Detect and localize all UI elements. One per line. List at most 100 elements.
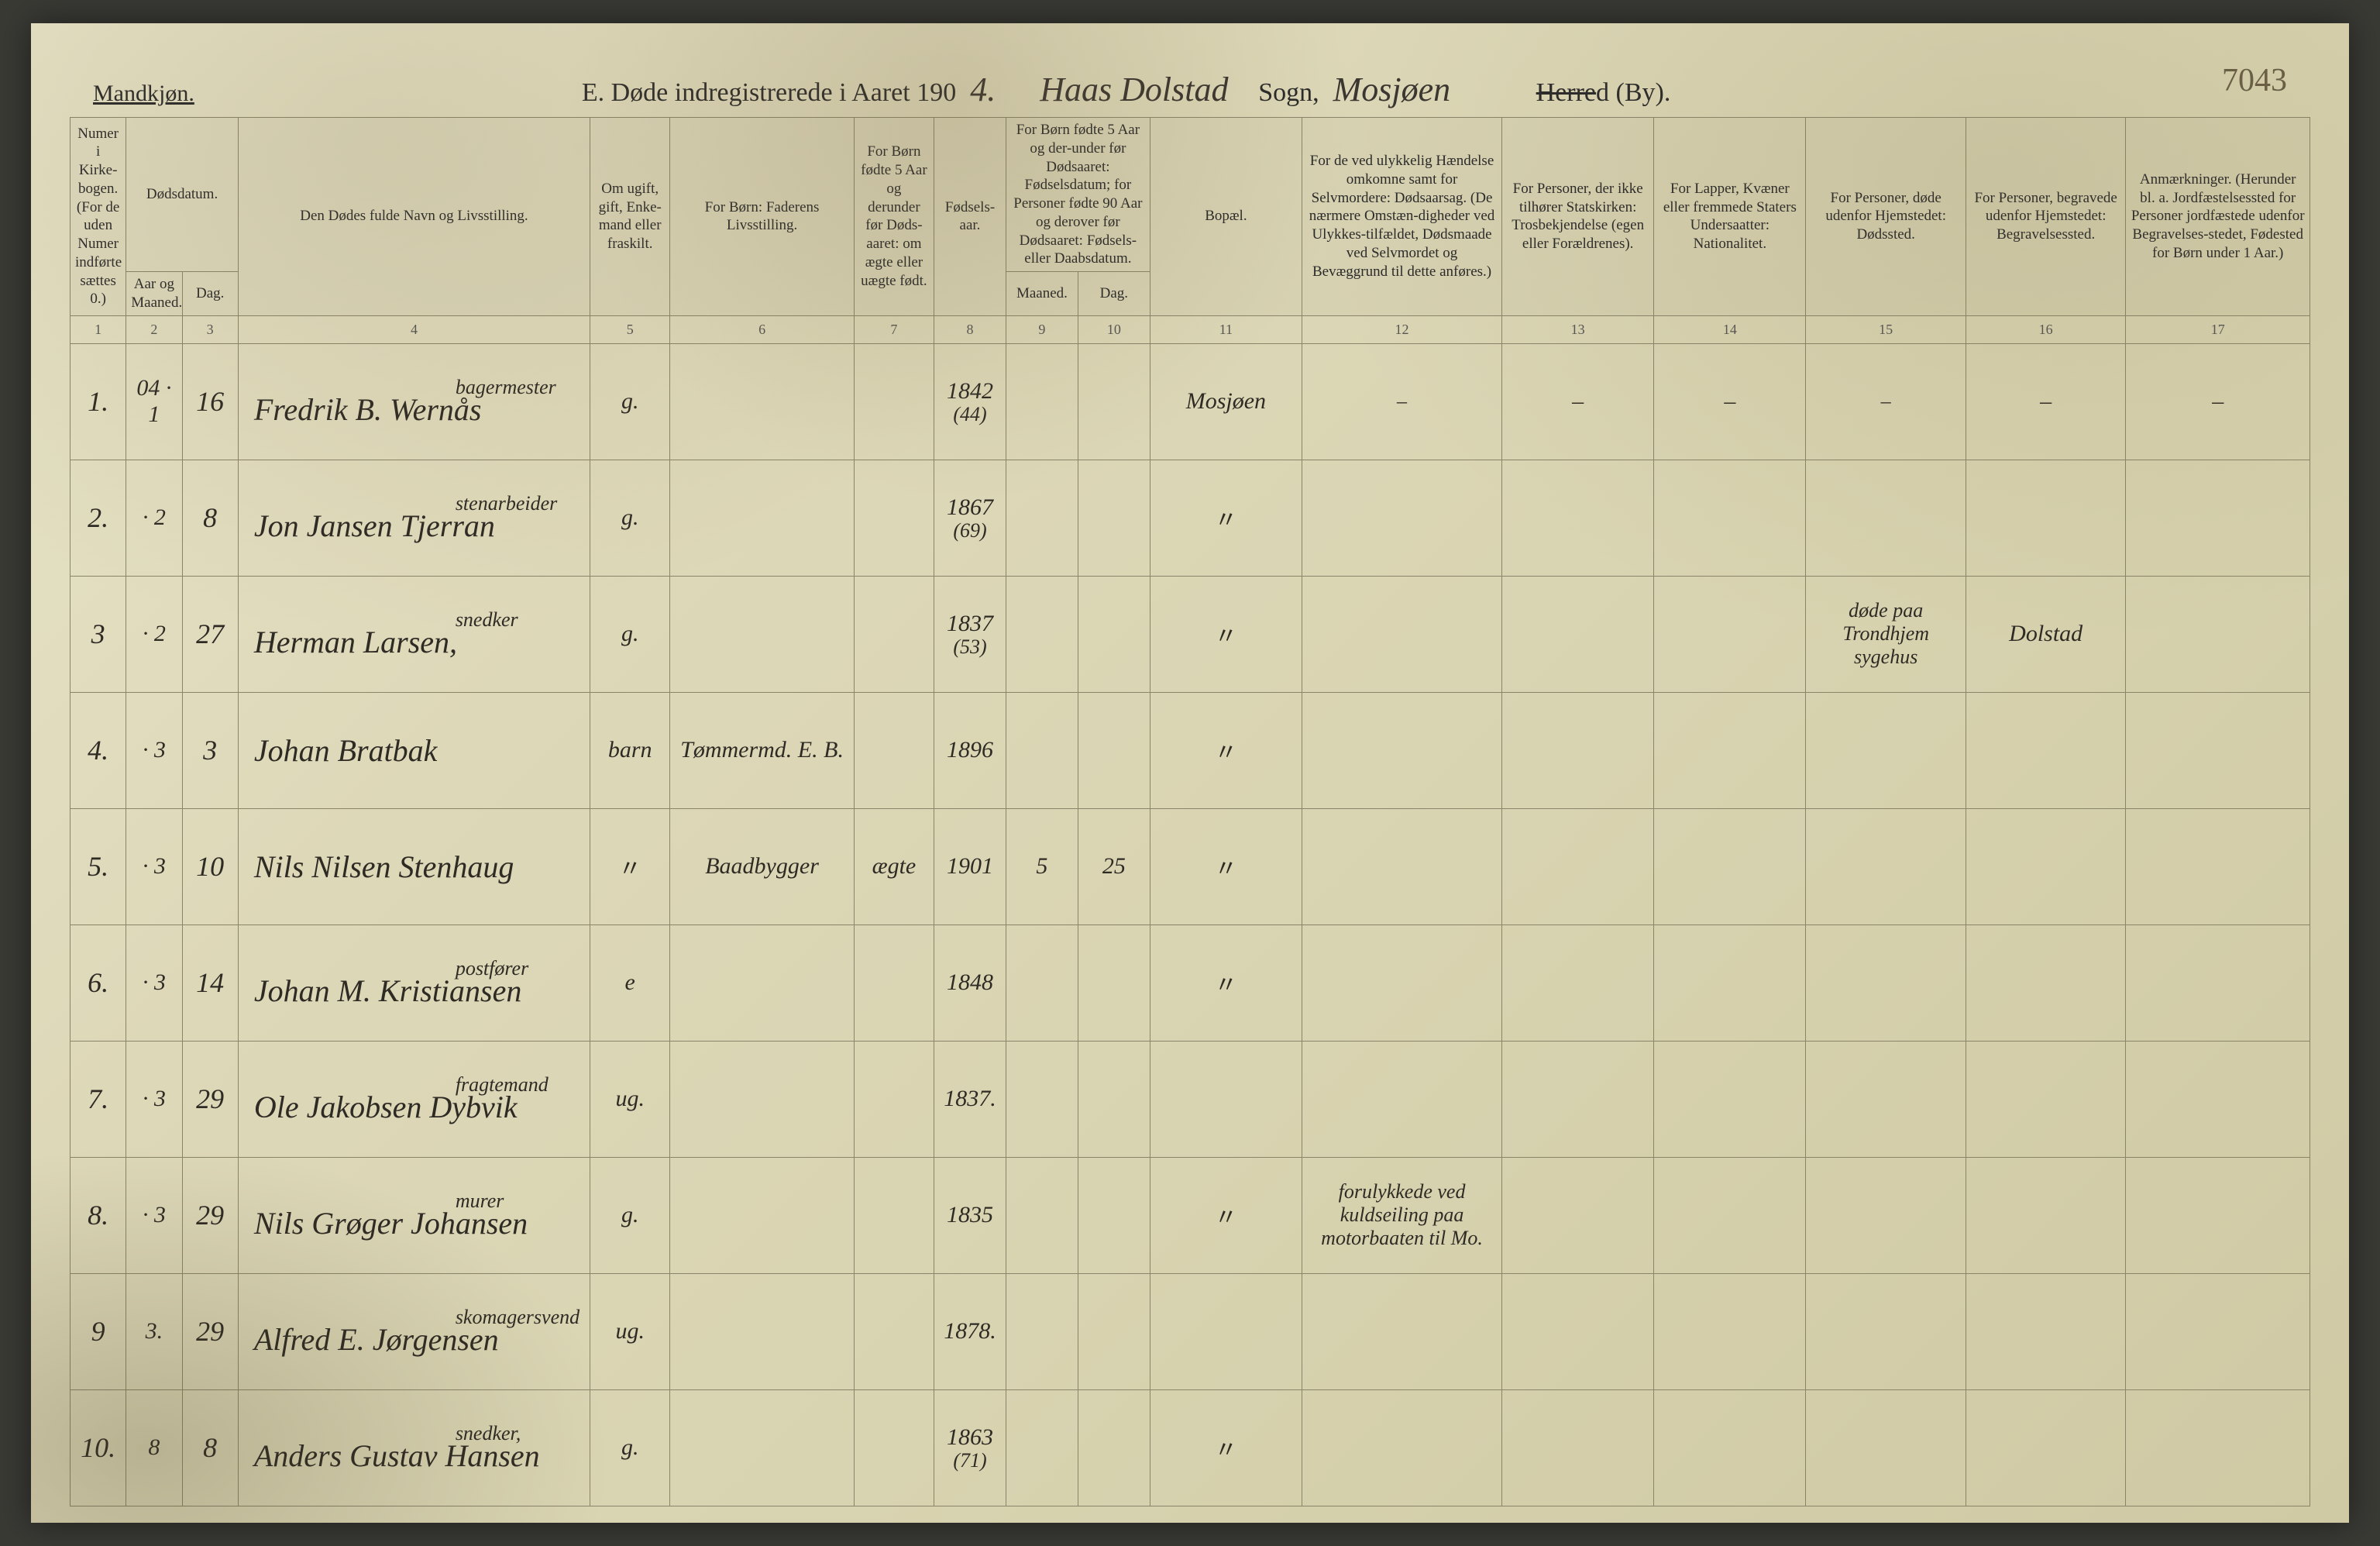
birth-cell: 1867(69) <box>934 460 1006 576</box>
cell <box>1006 1041 1078 1157</box>
cell <box>1006 925 1078 1041</box>
name-cell: snedker,Anders Gustav Hansen <box>238 1389 590 1506</box>
gender-label: Mandkjøn. <box>93 81 194 107</box>
cell <box>1006 1273 1078 1389</box>
birth-cell: 1837. <box>934 1041 1006 1157</box>
cell: ug. <box>590 1273 670 1389</box>
cell <box>2126 692 2310 808</box>
page-number: 7043 <box>2222 62 2287 99</box>
cell <box>1302 692 1501 808</box>
cell <box>1302 576 1501 692</box>
cell: · 2 <box>126 576 182 692</box>
colnum: 11 <box>1150 315 1302 343</box>
cell <box>1150 1273 1302 1389</box>
cell: Mosjøen <box>1150 343 1302 460</box>
person-name: Fredrik B. Wernås <box>254 392 482 427</box>
cell: forulykkede ved kuldseiling paa motorbaa… <box>1302 1157 1501 1273</box>
cell: 〃 <box>1150 692 1302 808</box>
cell: · 3 <box>126 1157 182 1273</box>
cell: Dolstad <box>1966 576 2125 692</box>
cell <box>1654 1273 1806 1389</box>
cell: 8. <box>71 1157 126 1273</box>
cell <box>1078 692 1150 808</box>
cell <box>1302 1389 1501 1506</box>
cell: 8 <box>182 1389 238 1506</box>
cell <box>1006 1389 1078 1506</box>
cell <box>854 692 934 808</box>
cell: 9 <box>71 1273 126 1389</box>
cell <box>670 925 854 1041</box>
year-handwritten: 4. <box>964 70 1026 109</box>
herred-tail: d (By). <box>1596 78 1670 107</box>
cell <box>1966 460 2125 576</box>
cell <box>670 460 854 576</box>
cell <box>670 343 854 460</box>
cell <box>1966 692 2125 808</box>
cell: 〃 <box>590 808 670 925</box>
cell <box>1966 1389 2125 1506</box>
cell: Tømmermd. E. B. <box>670 692 854 808</box>
cell: – <box>1654 343 1806 460</box>
table-row: 1.04 · 116bagermesterFredrik B. Wernåsg.… <box>71 343 2310 460</box>
colnum: 9 <box>1006 315 1078 343</box>
table-row: 93.29skomagersvendAlfred E. Jørgensenug.… <box>71 1273 2310 1389</box>
cell: 7. <box>71 1041 126 1157</box>
name-cell: stenarbeiderJon Jansen Tjerran <box>238 460 590 576</box>
cell: 04 · 1 <box>126 343 182 460</box>
cell: barn <box>590 692 670 808</box>
cell: 〃 <box>1150 1157 1302 1273</box>
col-2-3-header-top: Dødsdatum. <box>126 118 239 272</box>
cell: · 2 <box>126 460 182 576</box>
name-cell: skomagersvendAlfred E. Jørgensen <box>238 1273 590 1389</box>
cell <box>1654 460 1806 576</box>
birth-cell: 1848 <box>934 925 1006 1041</box>
cell <box>854 1157 934 1273</box>
cell <box>1302 925 1501 1041</box>
cell <box>1966 1273 2125 1389</box>
col-2-header: Aar og Maaned. <box>126 272 182 316</box>
cell <box>1078 343 1150 460</box>
cell <box>1966 1157 2125 1273</box>
cell <box>854 1041 934 1157</box>
cell <box>1502 1389 1654 1506</box>
cell: døde paa Trondhjem sygehus <box>1806 576 1966 692</box>
herred-strike: Herre <box>1536 78 1596 107</box>
birth-sub: (69) <box>939 521 1001 541</box>
cell <box>1806 1389 1966 1506</box>
cell: 4. <box>71 692 126 808</box>
cell <box>1806 1273 1966 1389</box>
cell <box>1966 1041 2125 1157</box>
col-5-header: Om ugift, gift, Enke-mand eller fraskilt… <box>590 118 670 316</box>
cell: 〃 <box>1150 576 1302 692</box>
cell: 3 <box>182 692 238 808</box>
cell <box>1302 1273 1501 1389</box>
colnum: 5 <box>590 315 670 343</box>
colnum: 8 <box>934 315 1006 343</box>
table-row: 8.· 329murerNils Grøger Johanseng.1835〃f… <box>71 1157 2310 1273</box>
cell <box>1502 576 1654 692</box>
herred-label: Herred (By). <box>1536 78 1671 108</box>
name-cell: fragtemandOle Jakobsen Dybvik <box>238 1041 590 1157</box>
cell: g. <box>590 576 670 692</box>
cell <box>670 1041 854 1157</box>
cell: g. <box>590 1157 670 1273</box>
cell <box>1078 1157 1150 1273</box>
register-table: Numer i Kirke-bogen. (For de uden Numer … <box>70 117 2310 1506</box>
cell <box>1654 692 1806 808</box>
cell: g. <box>590 460 670 576</box>
birth-sub: (53) <box>939 637 1001 657</box>
col-1-header: Numer i Kirke-bogen. (For de uden Numer … <box>71 118 126 316</box>
table-row: 10.88snedker,Anders Gustav Hanseng.1863(… <box>71 1389 2310 1506</box>
cell <box>1006 460 1078 576</box>
cell <box>1150 1041 1302 1157</box>
cell <box>1806 1041 1966 1157</box>
cell <box>1806 808 1966 925</box>
cell <box>2126 1041 2310 1157</box>
cell: 6. <box>71 925 126 1041</box>
colnum: 10 <box>1078 315 1150 343</box>
cell <box>1078 576 1150 692</box>
cell: 3. <box>126 1273 182 1389</box>
colnum: 6 <box>670 315 854 343</box>
cell: 〃 <box>1150 808 1302 925</box>
cell: · 3 <box>126 692 182 808</box>
